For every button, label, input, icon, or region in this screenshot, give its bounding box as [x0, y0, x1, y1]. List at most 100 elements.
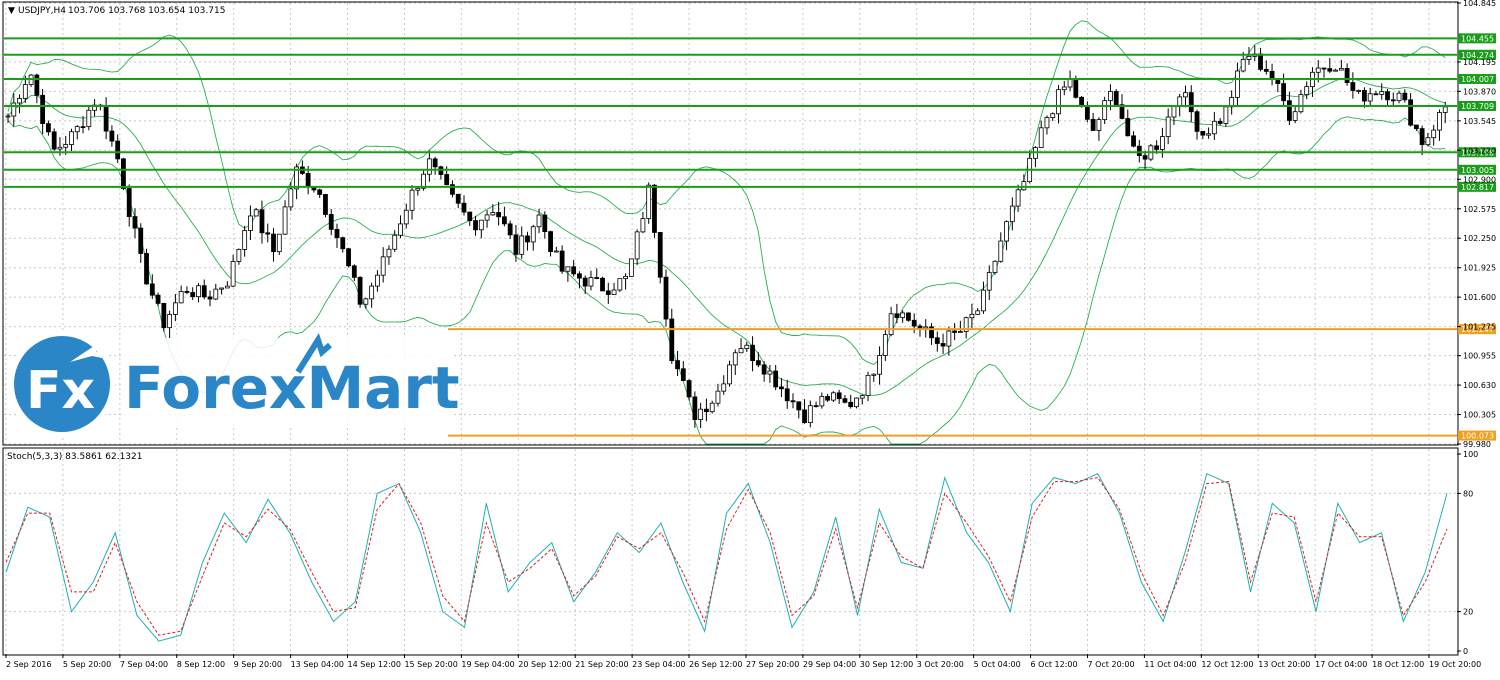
- candle-body: [415, 187, 421, 191]
- candle-body: [1044, 117, 1050, 129]
- level-label: 103.198: [1461, 148, 1494, 157]
- candle-body: [721, 383, 727, 392]
- candle-body: [779, 386, 784, 390]
- candle-body: [744, 344, 750, 349]
- candle-body: [1258, 53, 1263, 70]
- candle-body: [126, 188, 132, 217]
- stoch-axis: 100 80 20 0: [1457, 450, 1478, 656]
- candle-body: [57, 146, 63, 150]
- candle-body: [380, 256, 386, 276]
- candle-body: [940, 343, 946, 347]
- candle-body: [22, 84, 28, 99]
- time-tick-label: 7 Oct 20:00: [1087, 660, 1134, 669]
- price-tick-label: 101.600: [1463, 293, 1496, 302]
- candle-body: [496, 212, 502, 218]
- time-tick-label: 11 Oct 04:00: [1144, 660, 1196, 669]
- candle-body: [1408, 99, 1413, 126]
- price-tick-label: 103.545: [1463, 117, 1496, 126]
- time-tick-label: 29 Sep 04:00: [803, 660, 856, 669]
- time-tick-label: 13 Oct 20:00: [1258, 660, 1310, 669]
- candle-body: [1004, 221, 1009, 242]
- candle-body: [398, 223, 403, 236]
- candle-body: [680, 368, 686, 381]
- candle-body: [790, 400, 796, 403]
- candle-body: [115, 140, 121, 160]
- candle-body: [969, 313, 975, 319]
- bollinger-middle-line: [7, 77, 1446, 396]
- candle-body: [1240, 59, 1246, 72]
- candle-body: [663, 276, 669, 320]
- candle-body: [934, 337, 940, 344]
- candle-body: [1073, 78, 1079, 98]
- candle-body: [426, 158, 432, 175]
- time-tick-label: 12 Oct 12:00: [1201, 660, 1253, 669]
- logo-fx-icon: Fx: [26, 361, 95, 421]
- time-tick-label: 27 Sep 20:00: [746, 660, 799, 669]
- candle-body: [1442, 106, 1448, 113]
- candle-body: [363, 298, 369, 305]
- candle-body: [1402, 92, 1408, 101]
- candle-body: [1333, 69, 1338, 72]
- candle-body: [473, 220, 478, 231]
- candle-body: [265, 232, 271, 235]
- price-tick-label: 102.575: [1463, 205, 1496, 214]
- candle-body: [652, 184, 657, 233]
- candle-body: [369, 285, 375, 300]
- candle-body: [74, 126, 80, 133]
- candle-body: [727, 364, 732, 385]
- candle-body: [1425, 137, 1431, 146]
- candle-body: [605, 290, 611, 295]
- candle-body: [51, 131, 57, 150]
- candle-body: [461, 202, 467, 213]
- candle-body: [253, 209, 259, 217]
- candle-body: [138, 227, 144, 254]
- candle-body: [1390, 99, 1396, 102]
- candle-body: [207, 296, 213, 300]
- candle-body: [963, 317, 969, 332]
- candle-body: [519, 235, 525, 255]
- candle-body: [986, 272, 992, 291]
- candle-body: [213, 288, 219, 300]
- candle-body: [467, 211, 473, 221]
- candle-body: [403, 209, 409, 225]
- candle-body: [1350, 82, 1356, 91]
- price-tick-label: 101.275: [1463, 323, 1496, 332]
- candle-body: [1373, 93, 1379, 96]
- candle-body: [409, 189, 415, 211]
- support-resistance-levels: 104.455 104.274 104.007 103.709 103.198 103.0…: [4, 33, 1496, 441]
- candle-body: [248, 215, 253, 231]
- candle-body: [536, 214, 542, 228]
- candle-body: [1396, 92, 1402, 102]
- candle-body: [242, 230, 248, 250]
- price-tick-label: 100.955: [1463, 352, 1496, 361]
- candle-body: [911, 319, 917, 327]
- candle-body: [69, 131, 74, 145]
- level-label-box: [1458, 164, 1496, 175]
- candle-body: [450, 184, 455, 195]
- candle-body: [1119, 104, 1125, 119]
- price-tick-label: 100.630: [1463, 381, 1496, 390]
- candle-body: [149, 283, 155, 296]
- candle-body: [1136, 145, 1142, 157]
- candle-body: [196, 285, 201, 298]
- time-axis: 2 Sep 2016 5 Sep 20:00 7 Sep 04:00 8 Sep 12…: [5, 654, 1481, 669]
- candle-body: [282, 206, 288, 235]
- candle-body: [340, 237, 346, 250]
- time-tick-label: 19 Sep 04:00: [461, 660, 514, 669]
- candle-body: [1298, 94, 1304, 113]
- candle-body: [351, 265, 357, 278]
- candle-body: [530, 226, 536, 243]
- candle-body: [184, 290, 190, 293]
- price-tick-label: 101.925: [1463, 264, 1496, 273]
- level-label: 100.073: [1461, 432, 1494, 441]
- time-tick-label: 15 Sep 20:00: [404, 660, 457, 669]
- candle-body: [1275, 79, 1281, 84]
- candle-body: [392, 234, 398, 250]
- candle-body: [1102, 100, 1108, 121]
- candle-body: [63, 144, 69, 148]
- level-label: 103.005: [1461, 166, 1494, 175]
- time-tick-label: 5 Oct 04:00: [974, 660, 1021, 669]
- stoch-tick-label: 80: [1463, 489, 1473, 498]
